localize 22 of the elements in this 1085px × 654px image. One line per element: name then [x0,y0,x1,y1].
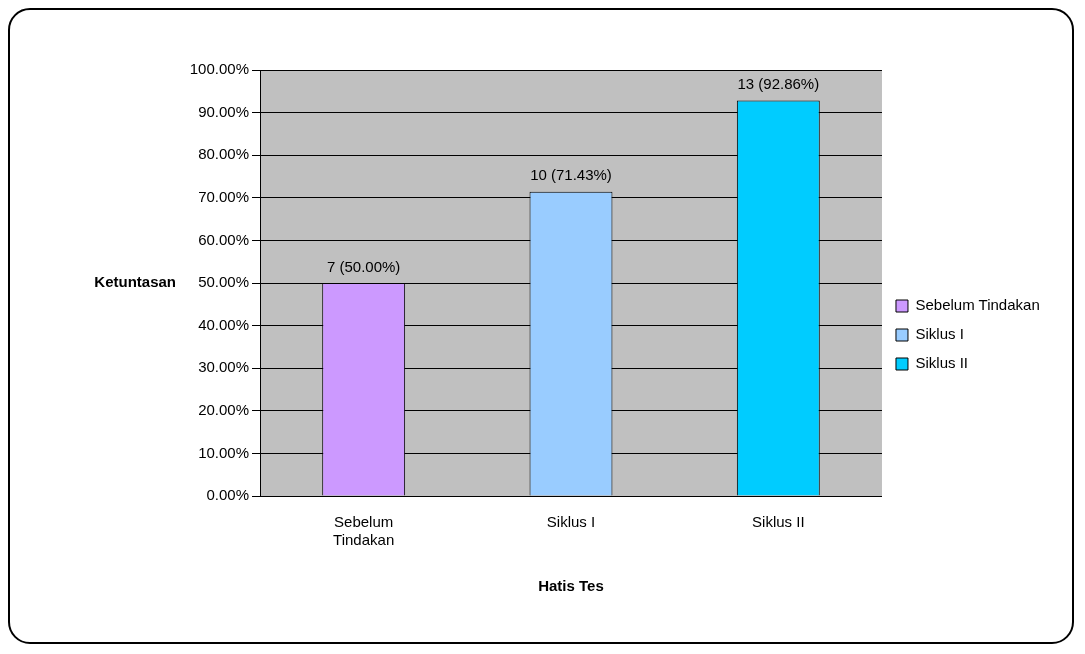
legend-label: Siklus I [915,325,964,343]
y-tick-label: 70.00% [198,187,249,205]
y-tick-label: 90.00% [198,102,249,120]
y-tick-label: 40.00% [198,315,249,333]
y-tick-label: 0.00% [206,486,249,504]
x-axis-title: Hatis Tes [538,577,604,595]
y-axis-title: Ketuntasan [94,273,176,291]
legend-label: Sebelum Tindakan [915,296,1040,314]
x-tick-label: Siklus I [546,513,596,531]
y-tick-label: 100.00% [189,60,249,78]
y-tick-label: 80.00% [198,145,249,163]
y-tick-label: 10.00% [198,443,249,461]
y-tick-label: 30.00% [198,358,249,376]
x-tick-label: Sebelum Tindakan [333,513,395,549]
y-tick-label: 60.00% [198,230,249,248]
data-label: 7 (50.00%) [326,257,401,275]
x-tick-label: Siklus II [752,513,805,531]
legend-label: Siklus II [915,354,968,372]
y-tick-label: 50.00% [198,273,249,291]
data-label: 13 (92.86%) [737,75,820,93]
y-tick-label: 20.00% [198,400,249,418]
data-label: 10 (71.43%) [530,166,612,184]
